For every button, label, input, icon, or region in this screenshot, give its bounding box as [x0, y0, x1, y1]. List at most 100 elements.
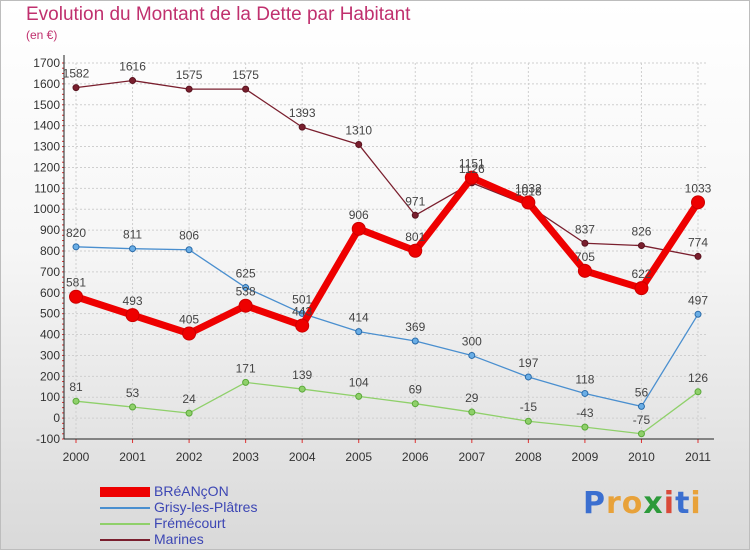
series-line-grisy-les-platres	[75, 246, 699, 408]
data-label-fremecourt: -43	[576, 406, 594, 420]
x-tick-label: 2010	[628, 450, 655, 464]
data-label-grisy-les-platres: 811	[123, 228, 142, 242]
chart-subtitle: (en €)	[26, 28, 58, 42]
data-label-marines: 1575	[232, 68, 259, 82]
data-label-marines: 1393	[289, 106, 316, 120]
data-label-grisy-les-platres: 497	[688, 293, 708, 307]
x-tick-label: 2004	[289, 450, 316, 464]
logo-letter: x	[643, 486, 664, 521]
data-label-grisy-les-platres: 197	[518, 356, 538, 370]
data-label-fremecourt: -15	[520, 400, 538, 414]
logo-letter: o	[621, 486, 644, 521]
data-label-grisy-les-platres: 806	[179, 229, 199, 243]
data-point-fremecourt	[637, 430, 645, 438]
data-point-breancon	[521, 195, 536, 210]
y-tick-label: 800	[40, 244, 60, 258]
data-label-grisy-les-platres: 414	[349, 311, 369, 325]
y-tick-label: 400	[40, 328, 60, 342]
y-tick-label: 600	[40, 286, 60, 300]
data-point-marines	[298, 123, 306, 131]
y-tick-label: 500	[40, 307, 60, 321]
data-point-grisy-les-platres	[242, 284, 250, 292]
data-label-fremecourt: 69	[409, 383, 423, 397]
data-point-grisy-les-platres	[72, 243, 80, 251]
data-point-breancon	[295, 318, 310, 333]
data-point-fremecourt	[694, 388, 702, 396]
data-label-breancon: 906	[349, 208, 369, 222]
data-label-grisy-les-platres: 820	[66, 226, 86, 240]
data-label-breancon: 1032	[515, 182, 542, 196]
y-tick-label: 1700	[33, 56, 60, 70]
data-label-fremecourt: 126	[688, 371, 708, 385]
data-label-grisy-les-platres: 369	[405, 320, 425, 334]
data-label-fremecourt: 81	[69, 380, 83, 394]
legend-swatch-breancon	[100, 487, 150, 497]
y-tick-label: 200	[40, 369, 60, 383]
series-line-breancon	[72, 174, 702, 338]
y-tick-label: 1200	[33, 160, 60, 174]
data-label-marines: 837	[575, 222, 595, 236]
x-tick-label: 2006	[402, 450, 429, 464]
data-point-marines	[242, 85, 250, 93]
y-tick-label: -100	[36, 432, 60, 446]
data-label-breancon: 801	[405, 230, 425, 244]
data-point-grisy-les-platres	[581, 389, 589, 397]
y-tick-label: 0	[53, 411, 60, 425]
data-label-fremecourt: 104	[349, 375, 369, 389]
data-label-breancon: 538	[236, 285, 256, 299]
logo-letter: P	[583, 486, 606, 521]
data-point-marines	[581, 239, 589, 247]
logo-letter: i	[663, 486, 676, 521]
data-point-grisy-les-platres	[355, 328, 363, 336]
data-label-fremecourt: 171	[236, 361, 256, 375]
data-point-grisy-les-platres	[694, 310, 702, 318]
data-point-grisy-les-platres	[637, 402, 645, 410]
y-tick-label: 1500	[33, 98, 60, 112]
data-label-breancon: 622	[631, 267, 651, 281]
data-label-breancon: 1033	[685, 181, 712, 195]
data-point-fremecourt	[242, 378, 250, 386]
y-tick-label: 700	[40, 265, 60, 279]
data-label-breancon: 581	[66, 276, 86, 290]
data-point-fremecourt	[524, 417, 532, 425]
legend-swatch-grisy	[100, 507, 150, 509]
data-label-grisy-les-platres: 300	[462, 334, 482, 348]
legend-swatch-marines	[100, 539, 150, 541]
data-point-marines	[694, 252, 702, 260]
data-label-fremecourt: -75	[633, 413, 651, 427]
data-label-marines: 1310	[345, 123, 372, 137]
data-point-marines	[129, 77, 137, 85]
proxiti-logo: Proxiti	[583, 486, 702, 521]
data-point-fremecourt	[581, 423, 589, 431]
logo-letter: t	[675, 486, 691, 521]
chart-title: Evolution du Montant de la Dette par Hab…	[26, 4, 411, 25]
data-label-marines: 826	[631, 225, 651, 239]
data-label-grisy-les-platres: 501	[292, 292, 312, 306]
data-label-grisy-les-platres: 625	[236, 267, 256, 281]
data-point-fremecourt	[411, 400, 419, 408]
x-tick-label: 2000	[63, 450, 90, 464]
data-label-marines: 1575	[176, 68, 203, 82]
y-tick-label: 1400	[33, 119, 60, 133]
data-point-breancon	[408, 243, 423, 258]
data-point-fremecourt	[129, 403, 137, 411]
x-tick-label: 2001	[119, 450, 146, 464]
x-tick-label: 2009	[572, 450, 599, 464]
legend-label-marines: Marines	[154, 531, 204, 547]
data-point-breancon	[69, 289, 83, 304]
data-point-breancon	[691, 195, 705, 210]
y-tick-label: 1000	[33, 202, 60, 216]
legend-label-grisy: Grisy-les-Plâtres	[154, 499, 258, 515]
y-tick-label: 1100	[34, 181, 60, 195]
x-tick-label: 2003	[232, 450, 259, 464]
data-point-breancon	[125, 308, 140, 323]
x-tick-label: 2007	[458, 450, 485, 464]
data-label-breancon: 493	[123, 294, 143, 308]
data-point-fremecourt	[72, 397, 80, 405]
data-point-grisy-les-platres	[298, 309, 306, 317]
data-label-breancon: 443	[292, 305, 312, 319]
data-label-marines: 1616	[119, 60, 146, 74]
data-label-breancon: 1151	[459, 157, 485, 171]
data-point-breancon	[351, 221, 366, 236]
